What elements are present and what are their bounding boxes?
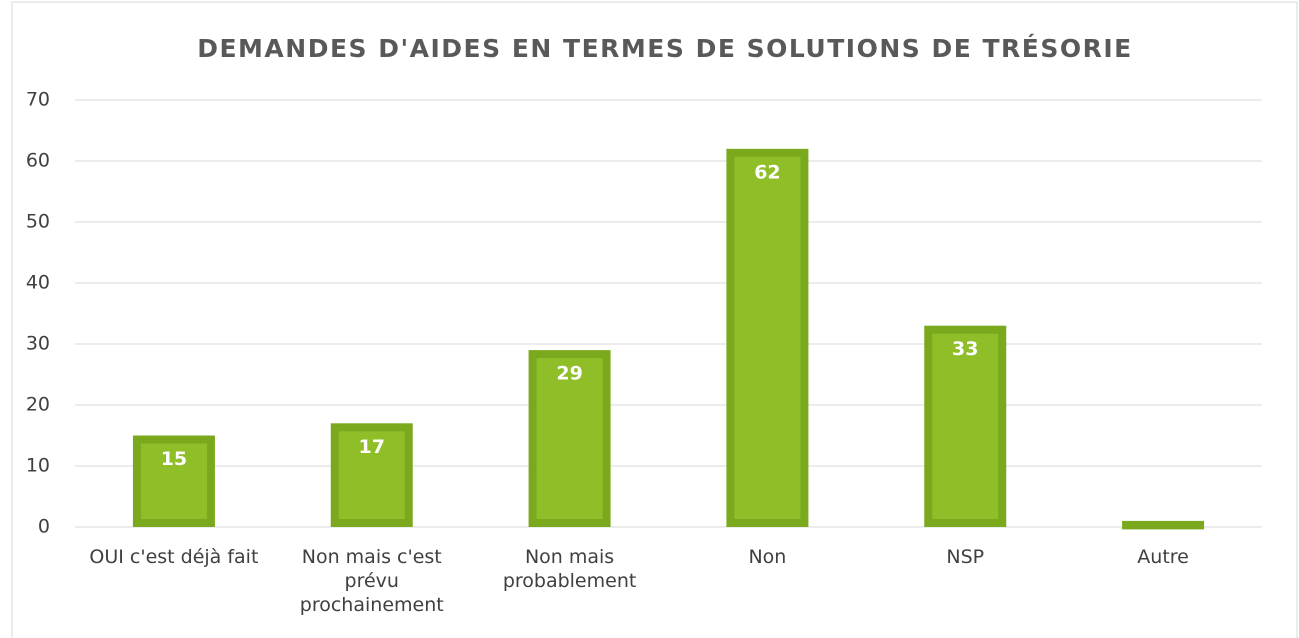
data-label: 62 [754, 161, 780, 183]
data-label: 29 [556, 363, 582, 385]
y-tick-label: 50 [26, 211, 50, 233]
y-tick-label: 40 [26, 272, 50, 294]
x-tick-label: NSP [946, 546, 985, 568]
x-tick-label: OUI c'est déjà fait [89, 546, 259, 568]
bar [1122, 520, 1205, 530]
data-label: 17 [359, 436, 385, 458]
bar [132, 435, 215, 527]
y-tick-label: 70 [26, 89, 50, 111]
x-tick-label: Non [748, 546, 787, 568]
chart-border [11, 1, 1298, 638]
bar [528, 350, 611, 527]
chart-title: DEMANDES D'AIDES EN TERMES DE SOLUTIONS … [197, 34, 1133, 63]
y-tick-label: 10 [26, 455, 50, 477]
bar [924, 325, 1007, 528]
bar [330, 423, 413, 527]
data-label: 33 [952, 338, 978, 360]
y-tick-label: 30 [26, 333, 50, 355]
x-tick-label: Non mais c'est prévu prochainement [299, 546, 444, 616]
y-tick-label: 20 [26, 394, 50, 416]
y-tick-label: 60 [26, 150, 50, 172]
x-tick-label: Non mais probablement [502, 546, 637, 592]
x-tick-label: Autre [1137, 546, 1189, 568]
bar [726, 148, 809, 528]
data-label: 15 [161, 448, 187, 470]
y-tick-label: 0 [38, 516, 50, 538]
